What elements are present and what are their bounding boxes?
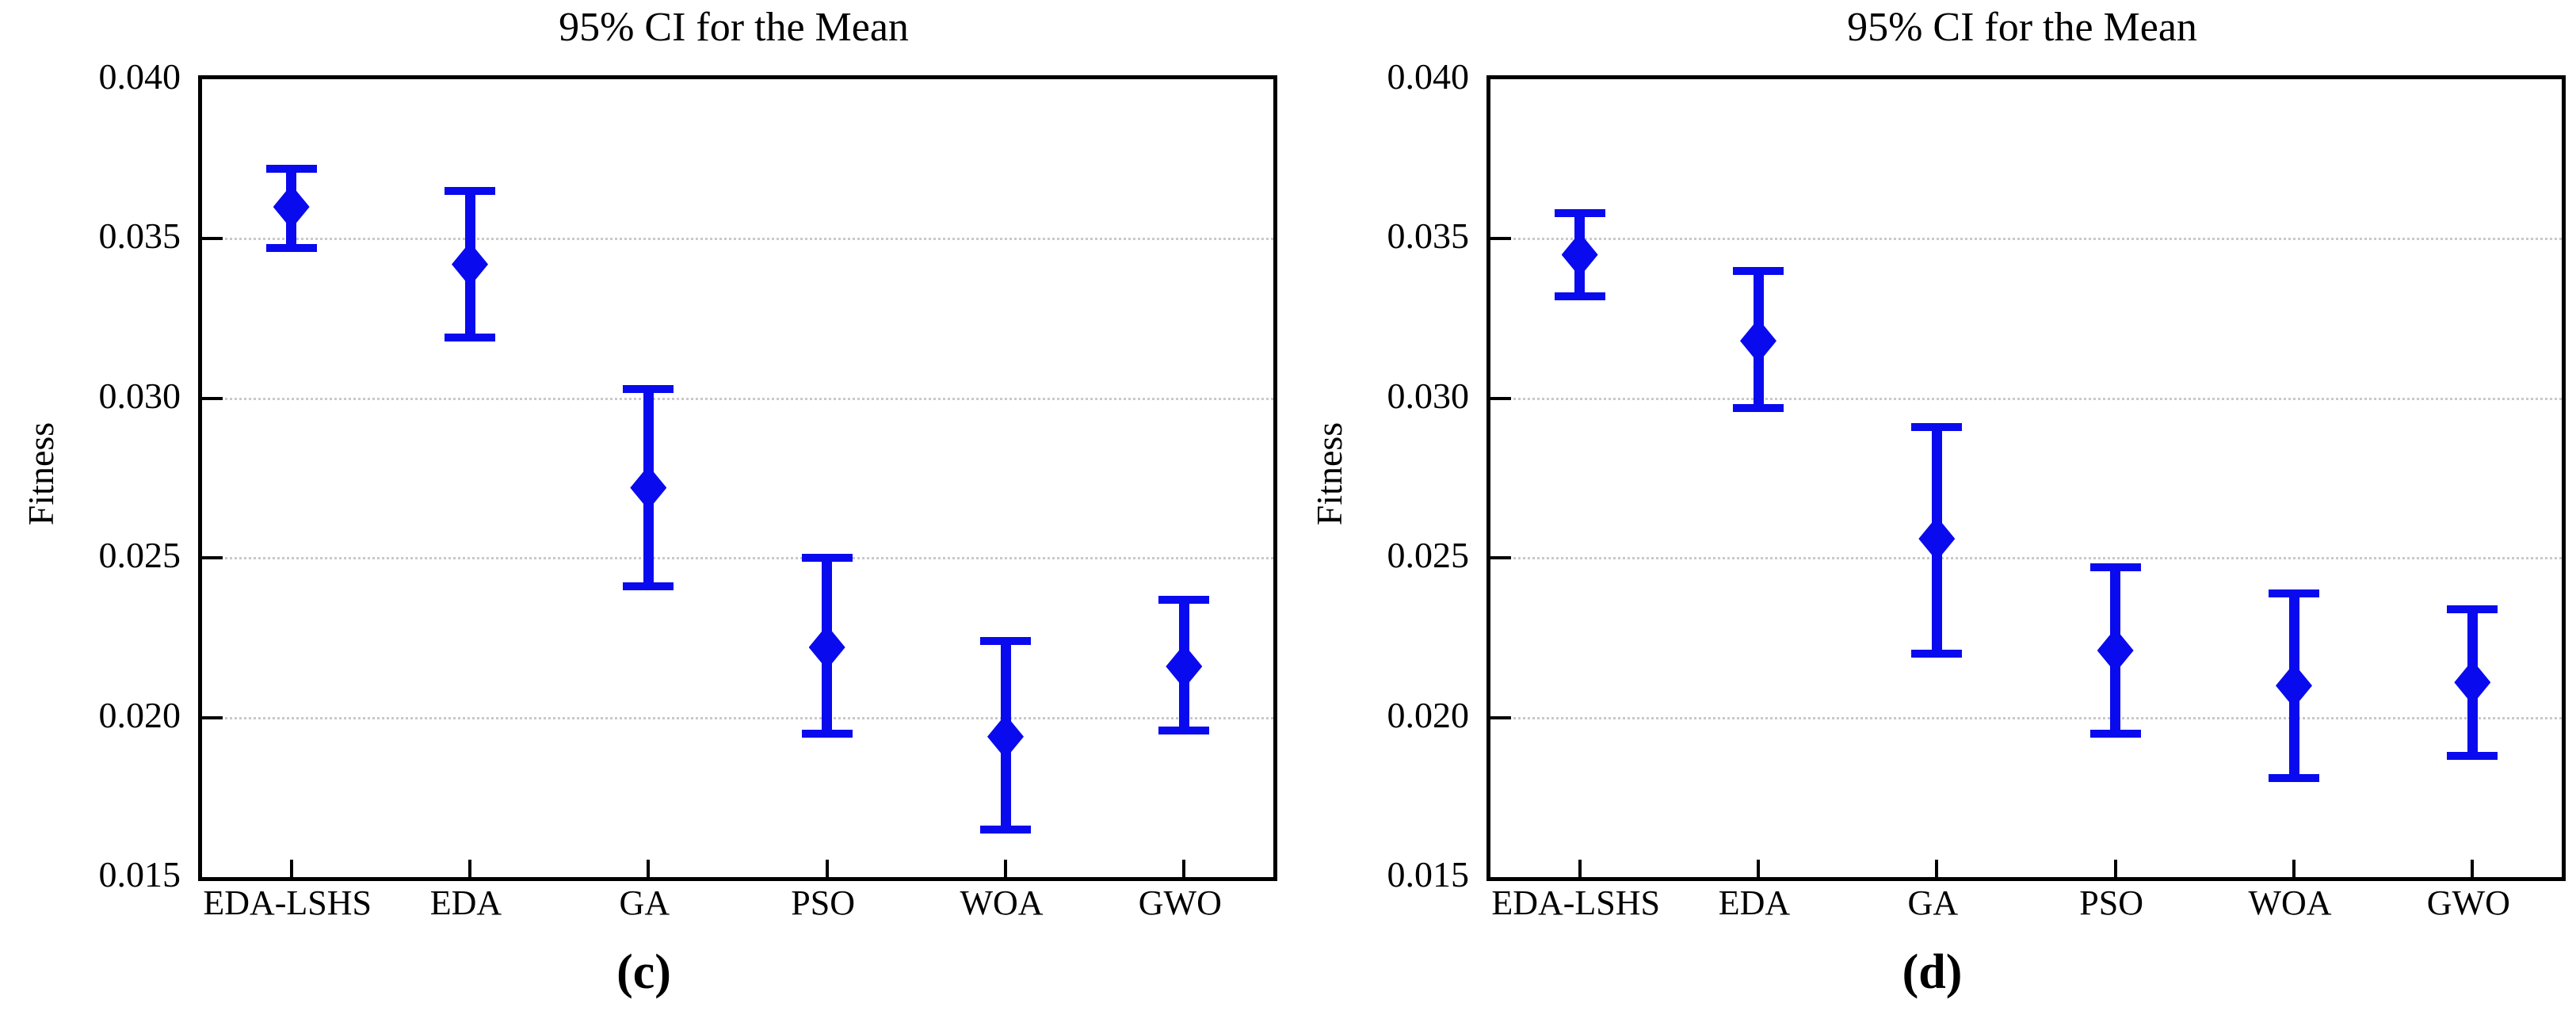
mean-marker-diamond: [2454, 660, 2491, 705]
chart-title: 95% CI for the Mean: [1847, 5, 2197, 50]
y-tick-label: 0.030: [98, 375, 181, 416]
x-tick: [289, 860, 293, 877]
mean-marker-diamond: [2097, 628, 2134, 673]
panel-caption: (d): [1902, 945, 1963, 999]
error-bar-cap-bottom: [623, 582, 674, 591]
grid-line: [202, 716, 1273, 719]
x-tick: [2113, 860, 2117, 877]
y-tick-label: 0.020: [98, 694, 181, 735]
error-bar-cap-top: [2089, 563, 2141, 572]
y-tick-label: 0.020: [1387, 694, 1470, 735]
x-tick-label: EDA: [429, 883, 502, 922]
x-tick-label: PSO: [791, 883, 856, 922]
mean-marker-diamond: [808, 624, 845, 670]
error-bar-cap-top: [265, 164, 317, 173]
x-tick: [1004, 860, 1007, 877]
x-tick-label: GA: [619, 883, 670, 922]
mean-marker-diamond: [1740, 319, 1776, 364]
chart-title: 95% CI for the Mean: [559, 5, 909, 50]
error-bar-cap-top: [445, 186, 495, 195]
x-tick: [1578, 860, 1582, 877]
x-tick-label: PSO: [2079, 883, 2144, 922]
y-tick-label: 0.035: [98, 216, 181, 257]
error-bar-cap-bottom: [1554, 292, 1605, 300]
x-tick-label: WOA: [960, 883, 1044, 922]
y-tick-label: 0.015: [1387, 854, 1470, 895]
error-bar-cap-bottom: [2089, 729, 2141, 738]
error-bar-cap-bottom: [1911, 650, 1963, 658]
y-tick: [202, 237, 223, 241]
error-bar-cap-bottom: [265, 244, 317, 253]
error-bar-cap-bottom: [2269, 774, 2319, 783]
error-bar-cap-bottom: [1158, 726, 1210, 734]
grid-line: [1490, 238, 2562, 241]
grid-line: [1490, 716, 2562, 719]
error-bar-cap-top: [1554, 209, 1605, 218]
plot-area: [1486, 75, 2566, 881]
panel-caption: (c): [616, 945, 671, 999]
x-tick: [2471, 860, 2475, 877]
x-tick: [468, 860, 471, 877]
error-bar-cap-top: [2269, 589, 2319, 597]
error-bar-cap-top: [980, 636, 1031, 645]
error-bar-cap-bottom: [2447, 751, 2498, 760]
y-tick: [202, 556, 223, 560]
x-tick-label: GA: [1907, 883, 1959, 922]
y-tick-label: 0.030: [1387, 375, 1470, 416]
mean-marker-diamond: [630, 465, 667, 510]
mean-marker-diamond: [987, 714, 1024, 759]
panel-c: 95% CI for the Mean Fitness (c) 0.040 0.0…: [21, 5, 1277, 999]
mean-marker-diamond: [1918, 517, 1956, 562]
x-tick: [2292, 860, 2296, 877]
x-tick: [647, 860, 651, 877]
y-axis-title: Fitness: [1309, 422, 1349, 526]
y-tick-label: 0.040: [1387, 56, 1470, 97]
x-tick-label: EDA-LSHS: [1491, 883, 1660, 922]
x-tick-label: GWO: [2426, 883, 2510, 922]
x-tick: [1935, 860, 1939, 877]
mean-marker-diamond: [452, 242, 488, 287]
x-tick: [1182, 860, 1186, 877]
mean-marker-diamond: [2276, 663, 2312, 708]
error-bar-cap-bottom: [445, 334, 495, 342]
error-bar-cap-top: [801, 554, 853, 563]
error-bar-cap-bottom: [1733, 403, 1784, 412]
error-bar-cap-bottom: [801, 729, 853, 738]
y-tick: [202, 396, 223, 400]
mean-marker-diamond: [273, 185, 310, 230]
x-tick-label: WOA: [2248, 883, 2332, 922]
error-bar-cap-top: [623, 384, 674, 393]
y-tick-label: 0.040: [98, 56, 181, 97]
y-tick-label: 0.035: [1387, 216, 1470, 257]
y-tick-label: 0.025: [1387, 535, 1470, 576]
error-bar-cap-top: [1733, 266, 1784, 275]
y-tick-label: 0.015: [98, 854, 181, 895]
error-bar-cap-top: [2447, 605, 2498, 613]
y-tick: [1490, 556, 1511, 560]
error-bar-cap-top: [1158, 595, 1210, 604]
x-tick-label: GWO: [1138, 883, 1222, 922]
grid-line: [202, 397, 1273, 400]
grid-line: [202, 238, 1273, 241]
x-tick-label: EDA: [1718, 883, 1791, 922]
x-tick: [825, 860, 829, 877]
grid-line: [202, 557, 1273, 560]
y-tick-label: 0.025: [98, 535, 181, 576]
mean-marker-diamond: [1166, 644, 1203, 689]
error-bar-cap-bottom: [980, 825, 1031, 834]
plot-area: [198, 75, 1277, 881]
y-tick: [1490, 396, 1511, 400]
panel-d: 95% CI for the Mean Fitness (d) 0.040 0.0…: [1288, 0, 2576, 1011]
x-tick: [1757, 860, 1760, 877]
y-tick: [202, 715, 223, 719]
error-bar-cap-top: [1911, 423, 1963, 432]
x-tick-label: EDA-LSHS: [203, 883, 372, 922]
grid-line: [1490, 557, 2562, 560]
y-axis-title: Fitness: [21, 422, 61, 526]
y-tick: [1490, 237, 1511, 241]
y-tick: [1490, 715, 1511, 719]
grid-line: [1490, 397, 2562, 400]
